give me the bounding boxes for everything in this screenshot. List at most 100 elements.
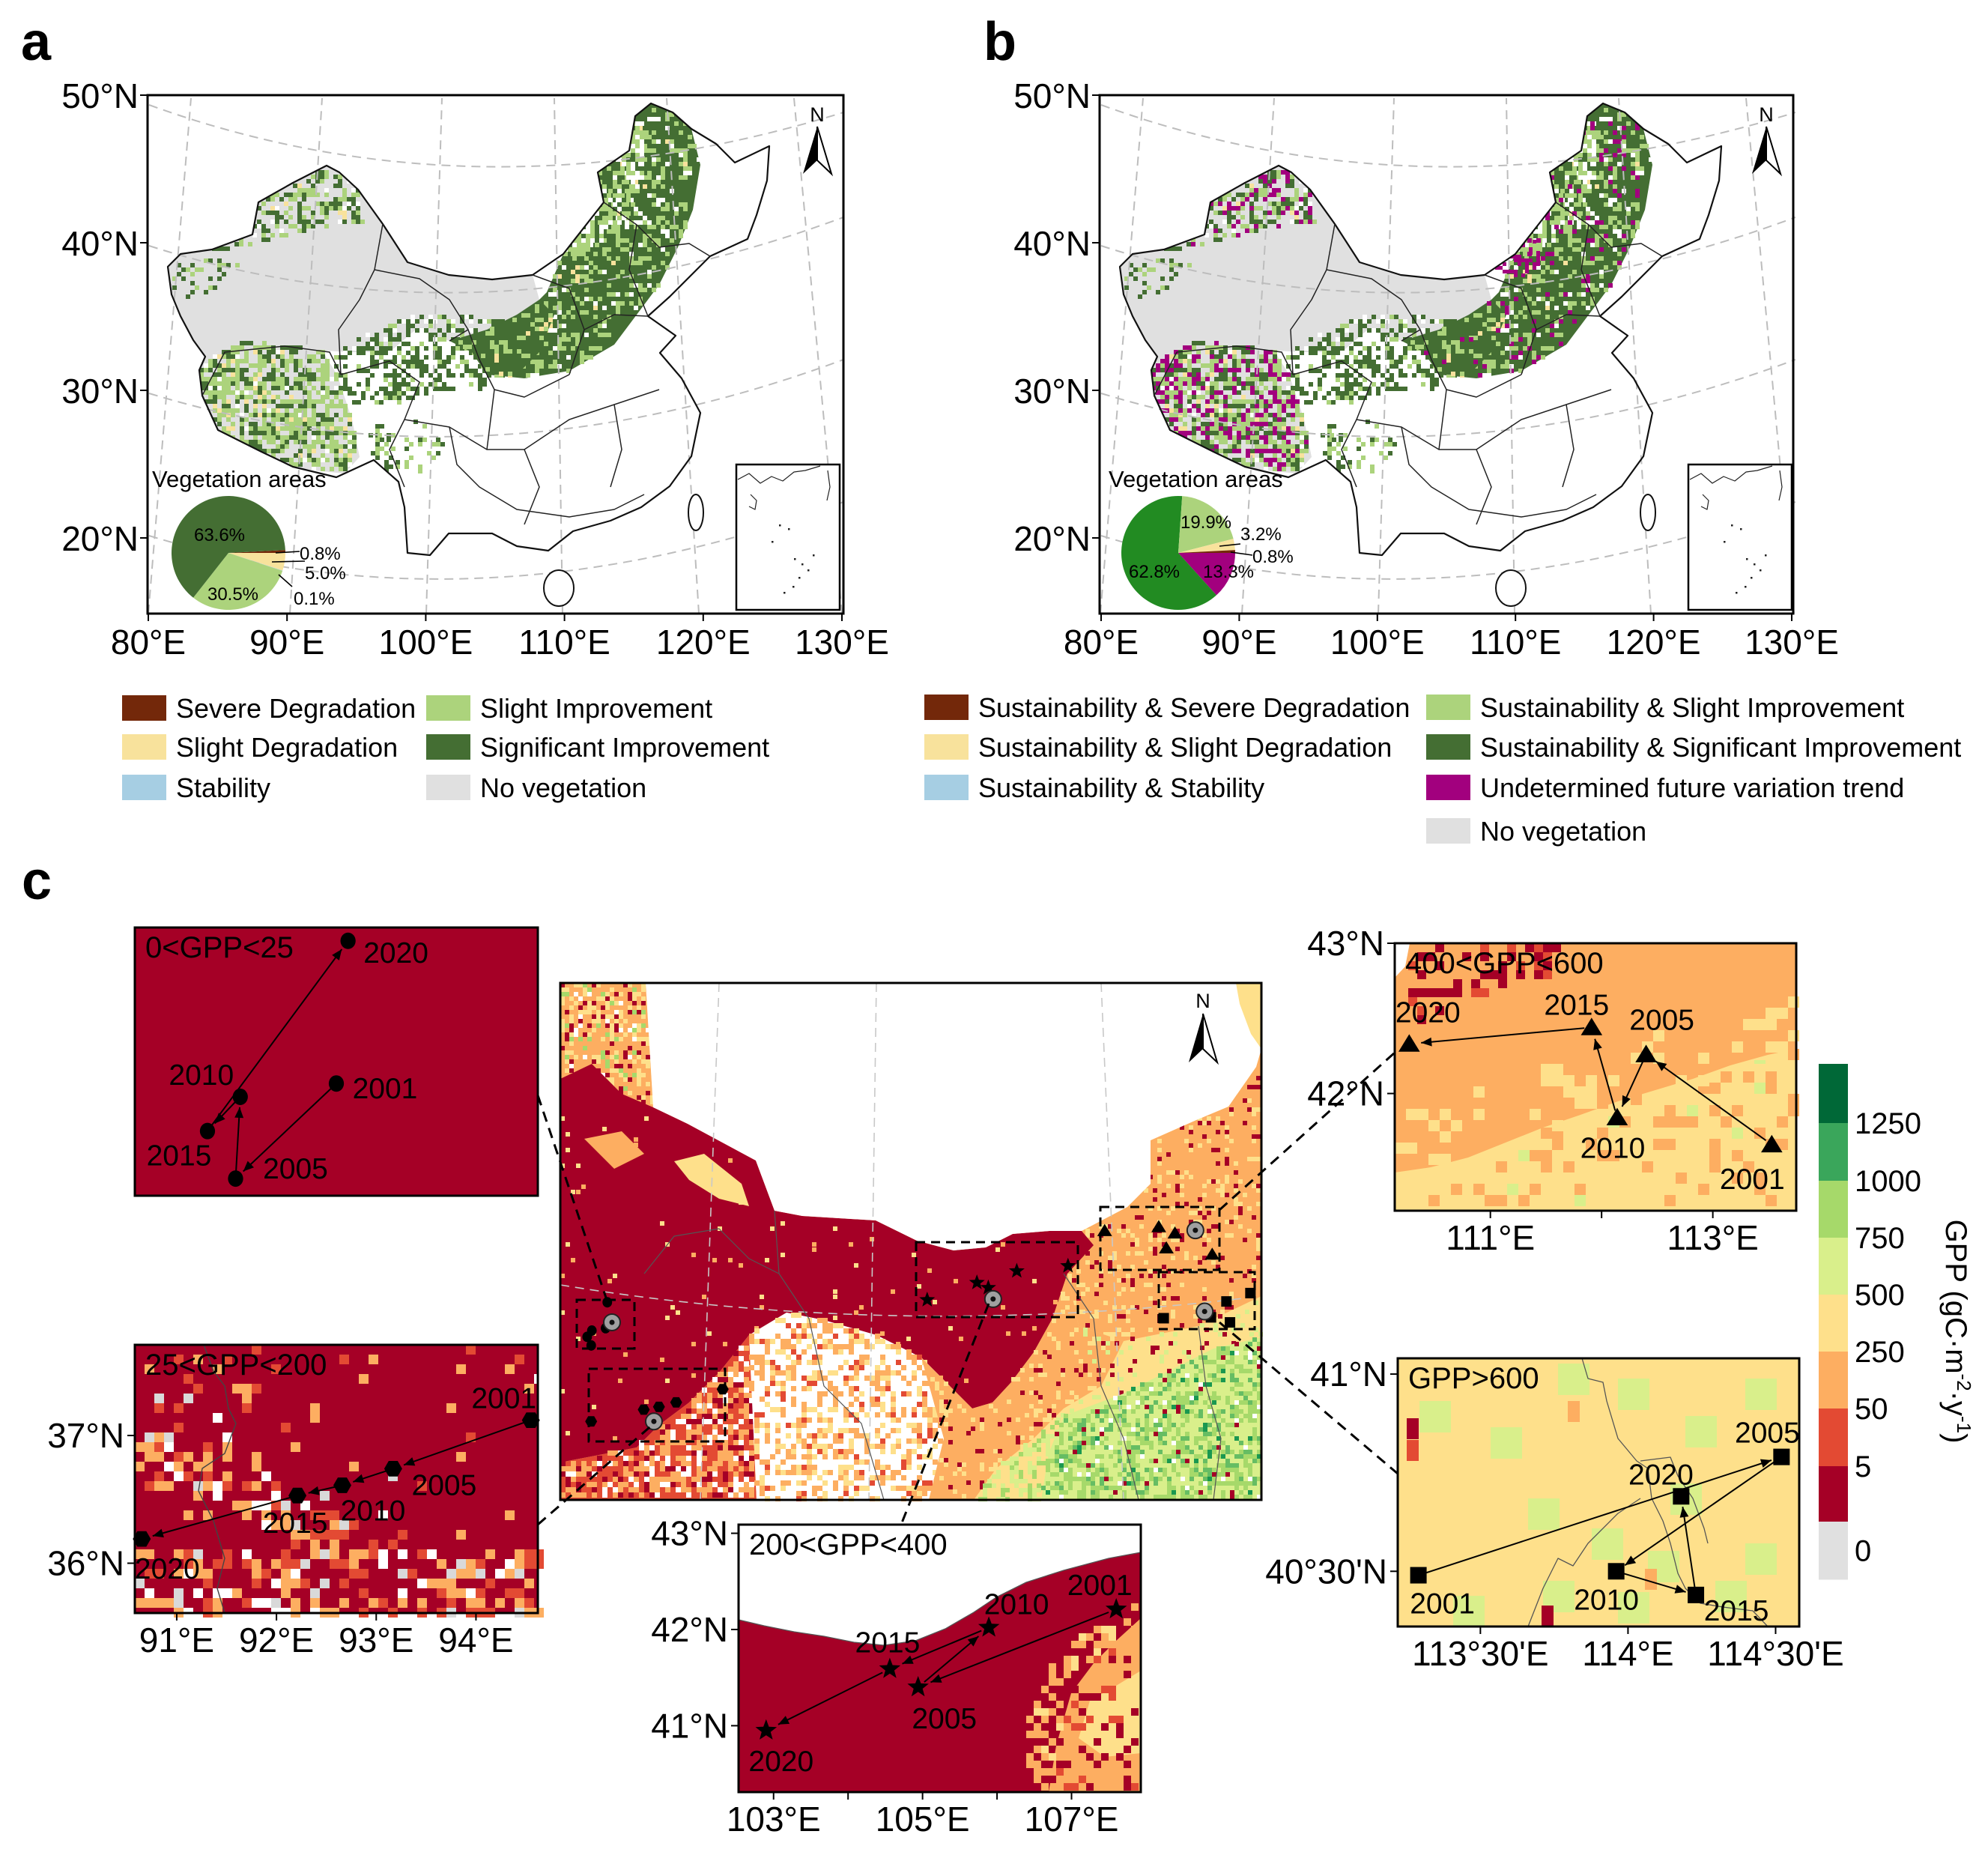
raster-cell <box>375 333 379 337</box>
raster-cell <box>584 265 589 270</box>
raster-cell <box>770 1486 775 1491</box>
legend-item: Sustainability & Severe Degradation <box>924 692 1410 723</box>
raster-cell <box>424 369 428 373</box>
raster-cell <box>393 324 397 328</box>
gpp-raster-cells <box>560 1346 754 1498</box>
raster-cell <box>285 377 289 381</box>
raster-cell <box>285 381 289 386</box>
raster-cell <box>312 377 316 381</box>
raster-cell <box>760 1370 765 1376</box>
raster-cell <box>1264 399 1268 404</box>
raster-cell <box>660 1450 665 1456</box>
raster-cell <box>1130 1233 1135 1238</box>
raster-cell <box>629 184 634 189</box>
raster-cell <box>652 184 656 189</box>
raster-cell <box>297 202 302 206</box>
raster-cell <box>330 431 334 435</box>
raster-cell <box>765 1402 770 1407</box>
raster-cell <box>1604 202 1608 207</box>
raster-cell <box>781 1444 786 1449</box>
raster-cell <box>1550 324 1554 328</box>
raster-cell <box>656 283 661 288</box>
raster-cell <box>1403 324 1407 328</box>
raster-cell <box>1246 381 1250 386</box>
raster-cell <box>1196 390 1201 395</box>
raster-cell <box>754 1428 760 1433</box>
raster-cell <box>691 1342 696 1346</box>
raster-cell <box>316 426 321 431</box>
raster-cell <box>628 1010 632 1014</box>
raster-cell <box>1126 1229 1130 1233</box>
raster-cell <box>1286 426 1291 431</box>
raster-cell <box>1300 387 1304 391</box>
raster-cell <box>565 1068 569 1073</box>
raster-cell <box>1165 386 1169 390</box>
raster-cell <box>584 274 589 279</box>
raster-cell <box>244 426 249 431</box>
raster-cell <box>1295 364 1300 369</box>
raster-cell <box>451 387 455 391</box>
raster-cell <box>1568 211 1572 216</box>
raster-cell <box>1599 175 1604 180</box>
raster-cell <box>620 247 625 252</box>
raster-cell <box>1635 162 1640 166</box>
raster-cell <box>1367 333 1372 337</box>
raster-cell <box>1174 381 1178 386</box>
raster-cell <box>280 359 285 363</box>
raster-cell <box>297 206 302 211</box>
raster-cell <box>1545 216 1550 220</box>
raster-cell <box>348 444 352 449</box>
raster-cell <box>1295 458 1300 462</box>
raster-cell <box>595 211 599 216</box>
raster-cell <box>306 188 311 193</box>
latitude-gridline <box>1100 104 1796 168</box>
raster-cell <box>1238 1211 1243 1215</box>
raster-cell <box>433 333 437 337</box>
raster-cell <box>303 435 307 440</box>
raster-cell <box>587 1471 592 1477</box>
raster-cell <box>271 408 276 413</box>
raster-cell <box>1169 417 1174 422</box>
raster-cell <box>622 162 626 166</box>
raster-cell <box>1277 390 1282 395</box>
raster-cell <box>249 422 253 426</box>
raster-cell <box>620 171 625 175</box>
raster-cell <box>569 1059 574 1064</box>
raster-cell <box>1187 381 1192 386</box>
inset-island <box>1778 470 1783 501</box>
raster-cell <box>632 1059 637 1064</box>
raster-cell <box>681 1419 686 1424</box>
raster-cell <box>833 1289 837 1294</box>
raster-cell <box>306 224 311 229</box>
raster-cell <box>1439 319 1443 324</box>
raster-cell <box>320 170 324 175</box>
raster-cell <box>1272 188 1276 193</box>
raster-cell <box>208 390 213 395</box>
raster-cell <box>601 1005 605 1010</box>
raster-cell <box>361 387 366 391</box>
raster-cell <box>574 1001 578 1005</box>
raster-cell <box>849 1242 853 1247</box>
raster-cell <box>1259 381 1264 386</box>
raster-cell <box>1222 206 1227 211</box>
raster-cell <box>1354 378 1358 382</box>
raster-cell <box>1223 417 1228 422</box>
raster-cell <box>643 243 647 247</box>
raster-cell <box>280 372 285 377</box>
raster-cell <box>676 1419 681 1424</box>
raster-cell <box>1255 408 1259 413</box>
raster-cell <box>1635 193 1640 198</box>
raster-cell <box>1363 387 1367 391</box>
province-boundary <box>374 269 469 330</box>
raster-cell <box>1231 206 1236 211</box>
raster-cell <box>442 346 446 351</box>
raster-cell <box>1587 189 1592 193</box>
raster-cell <box>723 1471 728 1477</box>
raster-cell <box>442 333 446 337</box>
raster-cell <box>285 426 289 431</box>
raster-cell <box>637 1073 641 1077</box>
raster-cell <box>330 422 334 426</box>
raster-cell <box>397 319 401 324</box>
raster-cell <box>770 1365 775 1370</box>
raster-cell <box>384 387 388 391</box>
